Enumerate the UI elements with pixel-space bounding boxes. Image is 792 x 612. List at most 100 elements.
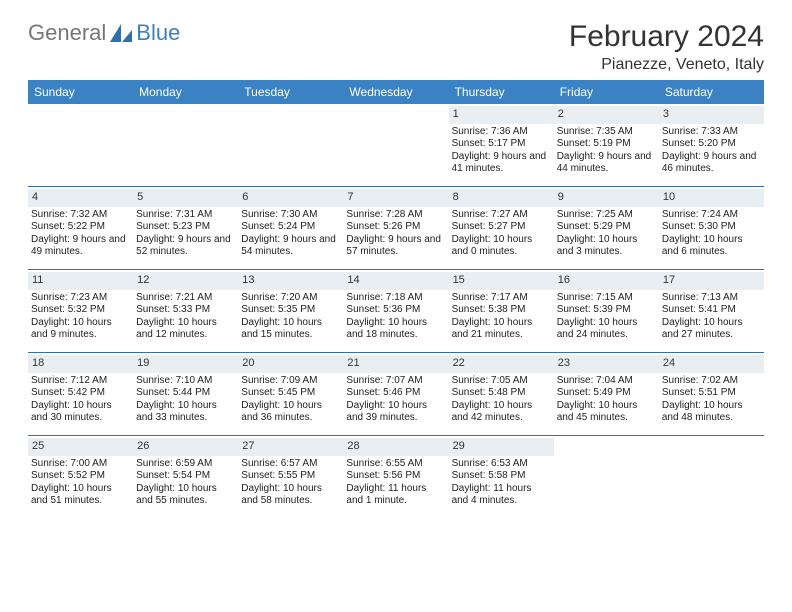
day-number: 21 bbox=[343, 355, 448, 373]
sunrise-text: Sunrise: 7:36 AM bbox=[452, 126, 551, 139]
dow-friday: Friday bbox=[554, 80, 659, 104]
sunset-text: Sunset: 5:27 PM bbox=[452, 221, 551, 234]
daylight-text: Daylight: 10 hours and 55 minutes. bbox=[136, 483, 235, 508]
day-number: 15 bbox=[449, 272, 554, 290]
day-number bbox=[659, 438, 764, 442]
calendar-cell bbox=[28, 104, 133, 186]
day-number: 9 bbox=[554, 189, 659, 207]
month-title: February 2024 bbox=[569, 20, 764, 54]
calendar-cell: 29Sunrise: 6:53 AMSunset: 5:58 PMDayligh… bbox=[449, 436, 554, 518]
daylight-text: Daylight: 10 hours and 45 minutes. bbox=[557, 400, 656, 425]
sunrise-text: Sunrise: 7:15 AM bbox=[557, 292, 656, 305]
calendar-cell: 4Sunrise: 7:32 AMSunset: 5:22 PMDaylight… bbox=[28, 187, 133, 269]
sunset-text: Sunset: 5:56 PM bbox=[346, 470, 445, 483]
sunrise-text: Sunrise: 6:53 AM bbox=[452, 458, 551, 471]
day-number: 4 bbox=[28, 189, 133, 207]
calendar-cell: 12Sunrise: 7:21 AMSunset: 5:33 PMDayligh… bbox=[133, 270, 238, 352]
sunset-text: Sunset: 5:39 PM bbox=[557, 304, 656, 317]
day-number: 13 bbox=[238, 272, 343, 290]
sunrise-text: Sunrise: 7:21 AM bbox=[136, 292, 235, 305]
day-of-week-header: Sunday Monday Tuesday Wednesday Thursday… bbox=[28, 80, 764, 104]
sunset-text: Sunset: 5:17 PM bbox=[452, 138, 551, 151]
sunset-text: Sunset: 5:23 PM bbox=[136, 221, 235, 234]
day-number: 14 bbox=[343, 272, 448, 290]
location: Pianezze, Veneto, Italy bbox=[569, 56, 764, 74]
calendar-cell: 6Sunrise: 7:30 AMSunset: 5:24 PMDaylight… bbox=[238, 187, 343, 269]
sunset-text: Sunset: 5:52 PM bbox=[31, 470, 130, 483]
sunrise-text: Sunrise: 7:33 AM bbox=[662, 126, 761, 139]
calendar-week: 4Sunrise: 7:32 AMSunset: 5:22 PMDaylight… bbox=[28, 186, 764, 269]
sunset-text: Sunset: 5:38 PM bbox=[452, 304, 551, 317]
logo-text-1: General bbox=[28, 20, 106, 46]
calendar-week: 11Sunrise: 7:23 AMSunset: 5:32 PMDayligh… bbox=[28, 269, 764, 352]
daylight-text: Daylight: 10 hours and 9 minutes. bbox=[31, 317, 130, 342]
sunset-text: Sunset: 5:46 PM bbox=[346, 387, 445, 400]
sunset-text: Sunset: 5:51 PM bbox=[662, 387, 761, 400]
sunrise-text: Sunrise: 7:10 AM bbox=[136, 375, 235, 388]
calendar-cell bbox=[238, 104, 343, 186]
sunset-text: Sunset: 5:24 PM bbox=[241, 221, 340, 234]
dow-tuesday: Tuesday bbox=[238, 80, 343, 104]
calendar-cell: 5Sunrise: 7:31 AMSunset: 5:23 PMDaylight… bbox=[133, 187, 238, 269]
logo: General Blue bbox=[28, 20, 180, 46]
day-number bbox=[343, 106, 448, 110]
calendar-cell: 28Sunrise: 6:55 AMSunset: 5:56 PMDayligh… bbox=[343, 436, 448, 518]
daylight-text: Daylight: 9 hours and 54 minutes. bbox=[241, 234, 340, 259]
daylight-text: Daylight: 10 hours and 48 minutes. bbox=[662, 400, 761, 425]
day-number: 8 bbox=[449, 189, 554, 207]
sunrise-text: Sunrise: 7:20 AM bbox=[241, 292, 340, 305]
sunrise-text: Sunrise: 7:02 AM bbox=[662, 375, 761, 388]
calendar-cell: 11Sunrise: 7:23 AMSunset: 5:32 PMDayligh… bbox=[28, 270, 133, 352]
day-number bbox=[28, 106, 133, 110]
sunset-text: Sunset: 5:58 PM bbox=[452, 470, 551, 483]
calendar-cell: 8Sunrise: 7:27 AMSunset: 5:27 PMDaylight… bbox=[449, 187, 554, 269]
logo-sail-icon bbox=[108, 22, 134, 44]
sunset-text: Sunset: 5:36 PM bbox=[346, 304, 445, 317]
daylight-text: Daylight: 10 hours and 36 minutes. bbox=[241, 400, 340, 425]
calendar-cell: 13Sunrise: 7:20 AMSunset: 5:35 PMDayligh… bbox=[238, 270, 343, 352]
sunset-text: Sunset: 5:48 PM bbox=[452, 387, 551, 400]
calendar-week: 1Sunrise: 7:36 AMSunset: 5:17 PMDaylight… bbox=[28, 104, 764, 186]
calendar-week: 18Sunrise: 7:12 AMSunset: 5:42 PMDayligh… bbox=[28, 352, 764, 435]
daylight-text: Daylight: 9 hours and 52 minutes. bbox=[136, 234, 235, 259]
sunset-text: Sunset: 5:20 PM bbox=[662, 138, 761, 151]
sunset-text: Sunset: 5:41 PM bbox=[662, 304, 761, 317]
day-number: 1 bbox=[449, 106, 554, 124]
daylight-text: Daylight: 9 hours and 46 minutes. bbox=[662, 151, 761, 176]
day-number: 22 bbox=[449, 355, 554, 373]
day-number: 2 bbox=[554, 106, 659, 124]
sunrise-text: Sunrise: 7:35 AM bbox=[557, 126, 656, 139]
sunset-text: Sunset: 5:30 PM bbox=[662, 221, 761, 234]
day-number: 12 bbox=[133, 272, 238, 290]
calendar-cell: 2Sunrise: 7:35 AMSunset: 5:19 PMDaylight… bbox=[554, 104, 659, 186]
day-number: 20 bbox=[238, 355, 343, 373]
daylight-text: Daylight: 10 hours and 15 minutes. bbox=[241, 317, 340, 342]
calendar-cell: 1 Sunrise: 7:36 AMSunset: 5:17 PMDaylight… bbox=[449, 104, 554, 186]
calendar-cell: 16Sunrise: 7:15 AMSunset: 5:39 PMDayligh… bbox=[554, 270, 659, 352]
calendar-cell: 25Sunrise: 7:00 AMSunset: 5:52 PMDayligh… bbox=[28, 436, 133, 518]
sunset-text: Sunset: 5:33 PM bbox=[136, 304, 235, 317]
calendar-cell: 14Sunrise: 7:18 AMSunset: 5:36 PMDayligh… bbox=[343, 270, 448, 352]
sunrise-text: Sunrise: 6:57 AM bbox=[241, 458, 340, 471]
day-number: 11 bbox=[28, 272, 133, 290]
sunrise-text: Sunrise: 7:05 AM bbox=[452, 375, 551, 388]
sunrise-text: Sunrise: 7:18 AM bbox=[346, 292, 445, 305]
sunrise-text: Sunrise: 6:59 AM bbox=[136, 458, 235, 471]
calendar-cell: 19Sunrise: 7:10 AMSunset: 5:44 PMDayligh… bbox=[133, 353, 238, 435]
daylight-text: Daylight: 10 hours and 21 minutes. bbox=[452, 317, 551, 342]
sunset-text: Sunset: 5:19 PM bbox=[557, 138, 656, 151]
sunrise-text: Sunrise: 7:24 AM bbox=[662, 209, 761, 222]
daylight-text: Daylight: 9 hours and 41 minutes. bbox=[452, 151, 551, 176]
daylight-text: Daylight: 10 hours and 27 minutes. bbox=[662, 317, 761, 342]
day-number: 5 bbox=[133, 189, 238, 207]
sunset-text: Sunset: 5:55 PM bbox=[241, 470, 340, 483]
sunrise-text: Sunrise: 7:30 AM bbox=[241, 209, 340, 222]
sunrise-text: Sunrise: 6:55 AM bbox=[346, 458, 445, 471]
daylight-text: Daylight: 10 hours and 30 minutes. bbox=[31, 400, 130, 425]
daylight-text: Daylight: 10 hours and 51 minutes. bbox=[31, 483, 130, 508]
daylight-text: Daylight: 10 hours and 3 minutes. bbox=[557, 234, 656, 259]
header: General Blue February 2024 Pianezze, Ven… bbox=[28, 20, 764, 74]
calendar-cell: 9Sunrise: 7:25 AMSunset: 5:29 PMDaylight… bbox=[554, 187, 659, 269]
dow-monday: Monday bbox=[133, 80, 238, 104]
daylight-text: Daylight: 10 hours and 39 minutes. bbox=[346, 400, 445, 425]
